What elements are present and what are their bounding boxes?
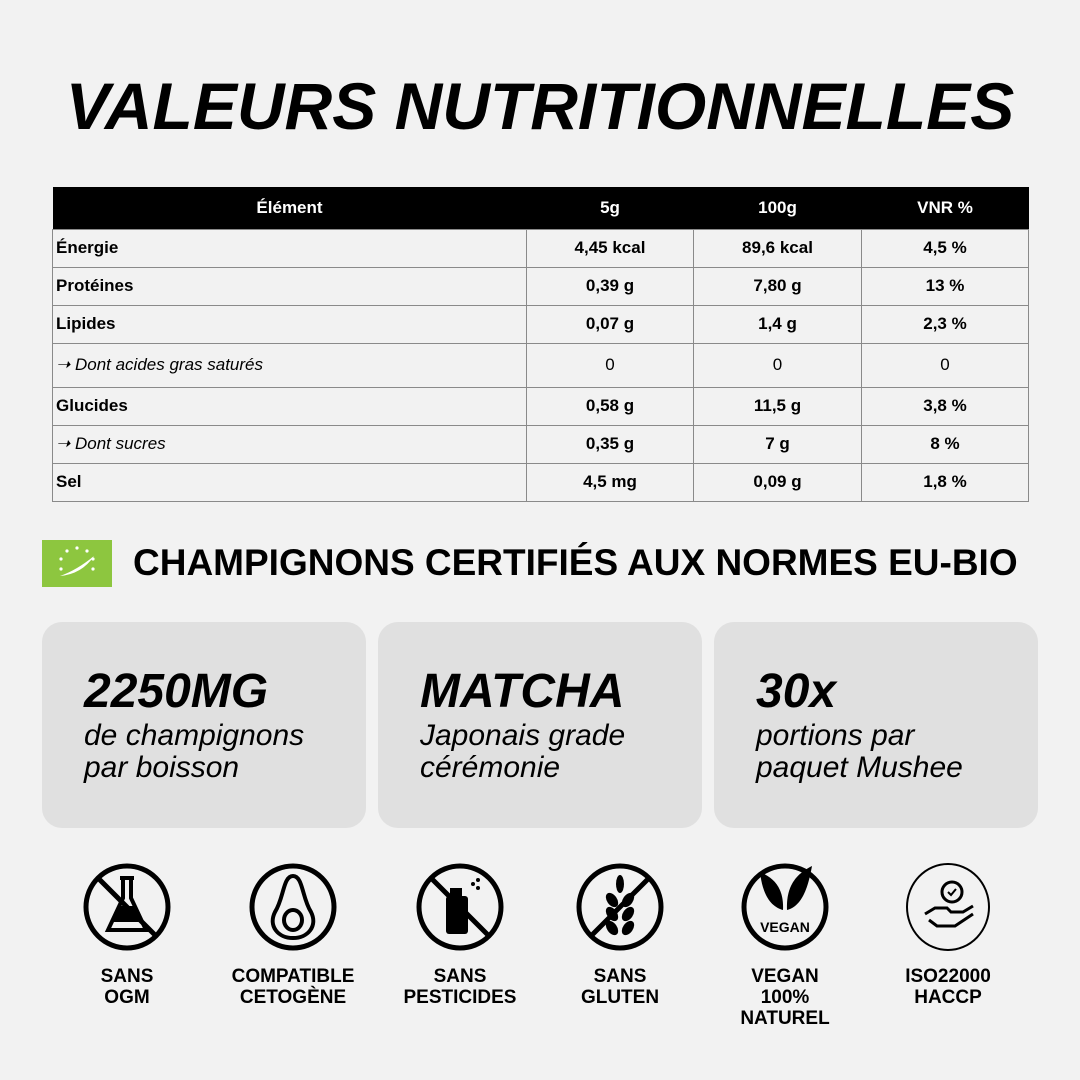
no-gmo-flask-icon: [83, 863, 171, 951]
header-vnr: VNR %: [861, 187, 1029, 229]
card-big-text: MATCHA: [420, 665, 625, 718]
value-100g: 0,09 g: [693, 462, 862, 502]
card-big-text: 2250MG: [84, 665, 269, 718]
row-label: Glucides: [52, 386, 527, 426]
table-row: Lipides 0,07 g 1,4 g 2,3 %: [52, 304, 1029, 344]
value-vnr: 3,8 %: [861, 386, 1029, 426]
value-5g: 0,35 g: [526, 424, 694, 464]
value-5g: 0,58 g: [526, 386, 694, 426]
value-100g: 1,4 g: [693, 304, 862, 344]
value-5g: 0,39 g: [526, 266, 694, 306]
badge-iso: ISO22000 HACCP: [878, 862, 1018, 1008]
no-gluten-wheat-icon: [576, 863, 664, 951]
row-label: Lipides: [52, 304, 527, 344]
value-5g: 0,07 g: [526, 304, 694, 344]
header-5g: 5g: [526, 187, 694, 229]
card-line: par boisson: [84, 751, 240, 784]
badge-sans-gluten: SANS GLUTEN: [550, 862, 690, 1008]
value-100g: 0: [693, 342, 862, 388]
row-label: ➝ Dont acides gras saturés: [52, 342, 527, 388]
card-matcha: MATCHA Japonais grade cérémonie: [378, 622, 702, 828]
card-line: cérémonie: [420, 751, 561, 784]
page-title: VALEURS NUTRITIONNELLES: [65, 69, 1015, 143]
value-5g: 4,5 mg: [526, 462, 694, 502]
table-row: Protéines 0,39 g 7,80 g 13 %: [52, 266, 1029, 306]
avocado-icon: [249, 863, 337, 951]
badge-line: CETOGÈNE: [239, 987, 347, 1008]
value-100g: 7,80 g: [693, 266, 862, 306]
badge-cetogene: COMPATIBLE CETOGÈNE: [223, 862, 363, 1008]
card-portions: 30x portions par paquet Mushee: [714, 622, 1038, 828]
value-5g: 4,45 kcal: [526, 228, 694, 268]
vegan-icon-text: VEGAN: [760, 919, 810, 935]
header-100g: 100g: [693, 187, 862, 229]
badge-sans-ogm: SANS OGM: [57, 862, 197, 1008]
table-row: Sel 4,5 mg 0,09 g 1,8 %: [52, 462, 1029, 502]
card-big-text: 30x: [756, 665, 837, 718]
card-line: paquet Mushee: [756, 751, 963, 784]
badge-line: VEGAN: [751, 966, 819, 987]
card-mushroom-dose: 2250MG de champignons par boisson: [42, 622, 366, 828]
badge-sans-pesticides: SANS PESTICIDES: [390, 862, 530, 1008]
value-vnr: 8 %: [861, 424, 1029, 464]
badge-line: GLUTEN: [580, 987, 660, 1008]
table-row: ➝ Dont acides gras saturés 0 0 0: [52, 342, 1029, 388]
table-row: Glucides 0,58 g 11,5 g 3,8 %: [52, 386, 1029, 426]
value-vnr: 4,5 %: [861, 228, 1029, 268]
row-label: ➝ Dont sucres: [52, 424, 527, 464]
table-row: Énergie 4,45 kcal 89,6 kcal 4,5 %: [52, 228, 1029, 268]
card-line: Japonais grade: [420, 719, 626, 752]
no-pesticide-spray-icon: [416, 863, 504, 951]
badge-line: COMPATIBLE: [231, 966, 355, 987]
value-100g: 89,6 kcal: [693, 228, 862, 268]
card-line: portions par: [756, 719, 915, 752]
value-100g: 7 g: [693, 424, 862, 464]
table-header-row: Élément 5g 100g VNR %: [52, 187, 1029, 229]
badge-vegan: VEGAN VEGAN 100% NATUREL: [715, 862, 855, 1029]
card-line: de champignons: [84, 719, 305, 752]
badge-line: HACCP: [914, 987, 982, 1008]
row-label: Protéines: [52, 266, 527, 306]
header-element: Élément: [52, 187, 527, 229]
value-vnr: 2,3 %: [861, 304, 1029, 344]
row-label: Énergie: [52, 228, 527, 268]
certification-heading: CHAMPIGNONS CERTIFIÉS AUX NORMES EU-BIO: [133, 542, 1018, 583]
badge-line: SANS: [100, 966, 154, 987]
value-vnr: 13 %: [861, 266, 1029, 306]
value-vnr: 0: [861, 342, 1029, 388]
badge-line: SANS: [593, 966, 647, 987]
row-label: Sel: [52, 462, 527, 502]
badge-line: ISO22000: [905, 966, 991, 987]
badge-line: 100% NATUREL: [740, 987, 830, 1029]
value-5g: 0: [526, 342, 694, 388]
hand-certified-badge-icon: [906, 863, 990, 951]
nutrition-table: Élément 5g 100g VNR % Énergie 4,45 kcal 89…: [52, 187, 1029, 502]
eu-organic-logo: [42, 540, 112, 587]
badge-line: SANS: [433, 966, 487, 987]
badge-line: PESTICIDES: [403, 987, 517, 1008]
badge-line: OGM: [104, 987, 150, 1008]
vegan-leaves-icon: VEGAN: [741, 863, 829, 951]
value-100g: 11,5 g: [693, 386, 862, 426]
value-vnr: 1,8 %: [861, 462, 1029, 502]
